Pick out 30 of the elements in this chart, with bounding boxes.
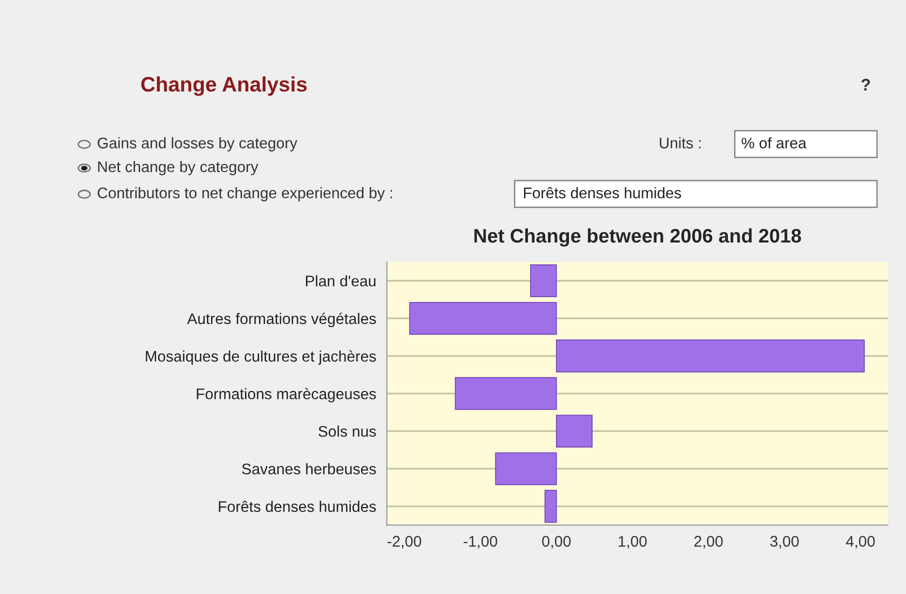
- text: Change Analysis: [141, 76, 307, 96]
- y-tick-label: Formations marècageuses: [196, 388, 376, 402]
- bar: [556, 340, 865, 372]
- x-tick-label: 3,00: [770, 536, 799, 549]
- text: Gains and losses by category: [98, 137, 298, 152]
- bar: [495, 452, 557, 486]
- bar: [544, 490, 557, 523]
- text: Units :: [660, 137, 701, 148]
- y-tick-label: Autres formations végétales: [187, 312, 376, 328]
- text: % of area: [742, 137, 806, 148]
- text: ?: [861, 78, 870, 90]
- y-tick-label: Forêts denses humides: [218, 500, 376, 512]
- text: Contributors to net change experienced by :: [98, 187, 392, 202]
- bar: [556, 414, 593, 448]
- x-tick-label: 0,00: [542, 536, 571, 549]
- chart-title: Net Change between 2006 and 2018: [474, 228, 802, 247]
- y-tick-label: Plan d'eau: [306, 275, 376, 286]
- bar: [530, 264, 557, 298]
- bar: [409, 302, 557, 335]
- text: Net change by category: [98, 160, 258, 176]
- y-tick-label: Sols nus: [318, 426, 376, 437]
- y-tick-label: Mosaiques de cultures et jachères: [146, 350, 376, 365]
- x-tick-label: 2,00: [694, 536, 723, 549]
- text: Forêts denses humides: [524, 187, 682, 198]
- x-tick-label: -1,00: [464, 536, 498, 549]
- y-tick-label: Savanes herbeuses: [242, 463, 376, 474]
- bar: [454, 377, 557, 410]
- x-tick-label: -2,00: [388, 536, 422, 549]
- x-tick-label: 4,00: [846, 536, 875, 549]
- x-tick-label: 1,00: [618, 536, 647, 549]
